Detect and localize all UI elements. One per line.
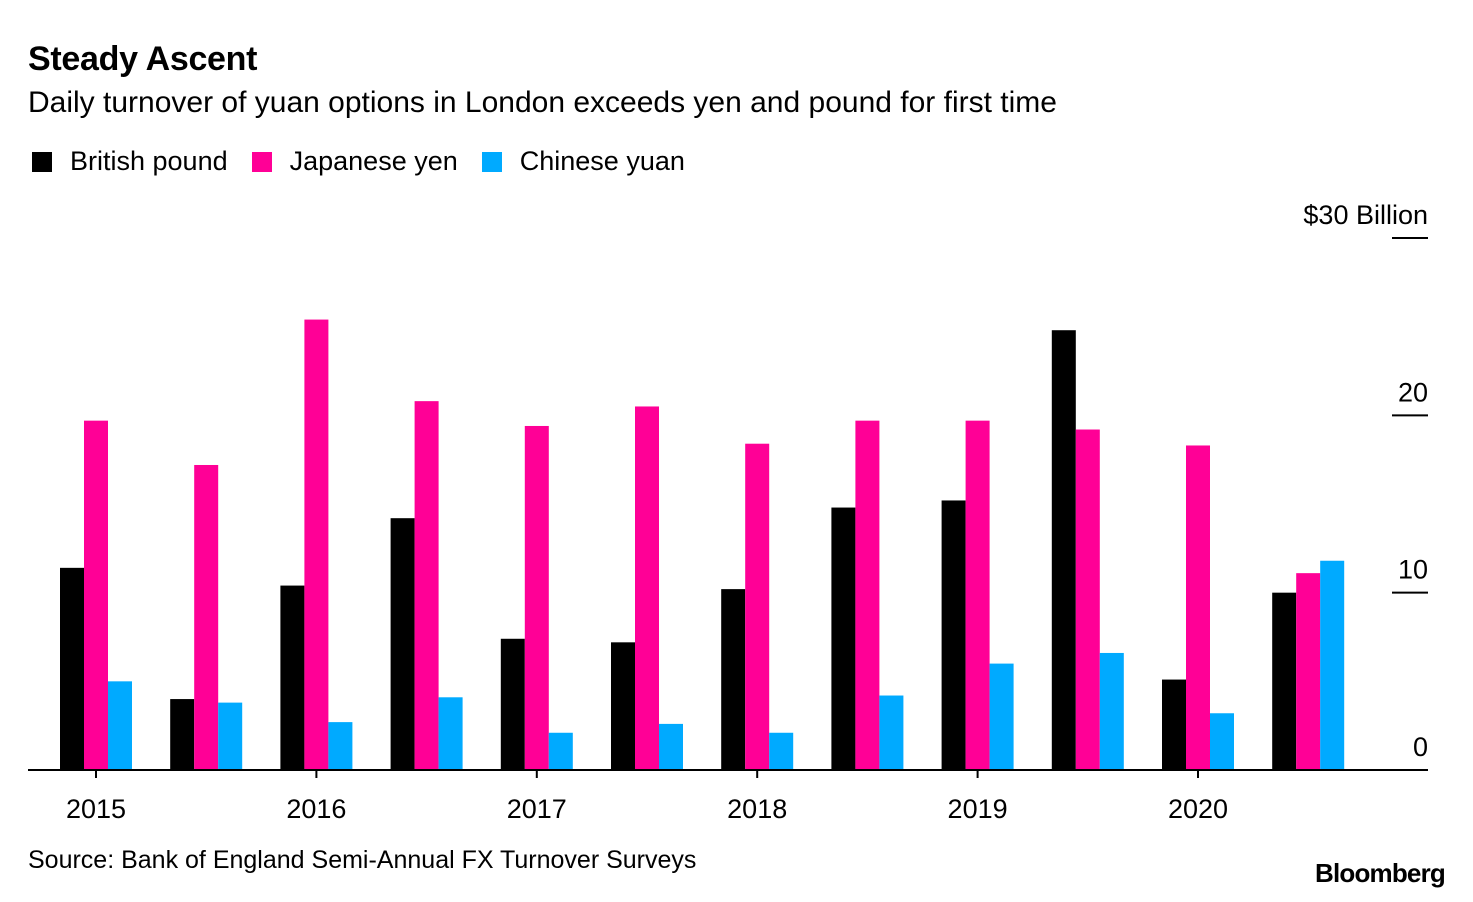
legend-label-british-pound: British pound [70,146,228,176]
bloomberg-logo: Bloomberg [1314,858,1446,888]
bar-japanese-yen [635,406,659,770]
bar-japanese-yen [1186,445,1210,770]
bar-chinese-yuan [218,702,243,770]
bar-british-pound [280,585,305,770]
legend-label-japanese-yen: Japanese yen [289,146,458,176]
bar-chinese-yuan [769,732,794,770]
bar-japanese-yen [304,319,329,770]
y-tick-label: 10 [1398,555,1428,585]
x-tick-label: 2017 [507,794,567,824]
legend-item-chinese-yuan: Chinese yuan [481,146,685,177]
bar-chinese-yuan [1320,560,1345,770]
bar-british-pound [170,699,195,770]
bar-chinese-yuan [438,697,463,770]
y-tick-label: 20 [1398,377,1428,407]
source-note: Source: Bank of England Semi-Annual FX T… [28,846,697,874]
bar-british-pound [941,500,966,770]
x-tick-label: 2015 [66,794,126,824]
y-tick-label: $30 Billion [1303,200,1428,230]
bar-japanese-yen [745,443,770,770]
bar-british-pound [1272,592,1297,770]
bar-japanese-yen [84,420,108,770]
legend-label-chinese-yuan: Chinese yuan [519,146,685,176]
bar-british-pound [1051,330,1076,770]
bar-chinese-yuan [328,722,353,770]
legend-swatch-chinese-yuan [481,151,502,172]
x-tick-label: 2018 [727,794,787,824]
bar-chinese-yuan [108,681,132,770]
bar-japanese-yen [855,420,880,770]
bar-british-pound [611,642,635,770]
x-tick-label: 2020 [1168,794,1228,824]
bar-chinese-yuan [659,723,683,770]
bar-british-pound [60,567,84,770]
y-tick-label: 0 [1413,732,1428,762]
bar-british-pound [390,518,415,770]
x-tick-label: 2019 [948,794,1008,824]
legend-swatch-british-pound [32,151,52,172]
bar-british-pound [721,589,746,770]
bar-british-pound [500,638,525,770]
bar-british-pound [831,507,856,770]
bar-chinese-yuan [548,732,573,770]
legend-swatch-japanese-yen [251,151,272,172]
x-tick-label: 2016 [286,794,346,824]
bar-chinese-yuan [879,695,904,770]
bar-japanese-yen [1075,429,1100,770]
legend-item-japanese-yen: Japanese yen [251,146,458,177]
chart-title: Steady Ascent [28,40,258,78]
bar-chinese-yuan [1099,652,1124,770]
bar-japanese-yen [1296,573,1321,770]
bar-british-pound [1162,679,1186,770]
bar-japanese-yen [524,425,549,770]
bar-chinese-yuan [989,663,1014,770]
legend: British pound Japanese yen Chinese yuan [32,146,709,177]
legend-item-british-pound: British pound [32,146,228,177]
bar-japanese-yen [194,464,219,770]
bar-japanese-yen [414,401,439,770]
chart-subtitle: Daily turnover of yuan options in London… [28,86,1057,119]
bar-chinese-yuan [1210,713,1234,770]
bar-japanese-yen [965,420,990,770]
